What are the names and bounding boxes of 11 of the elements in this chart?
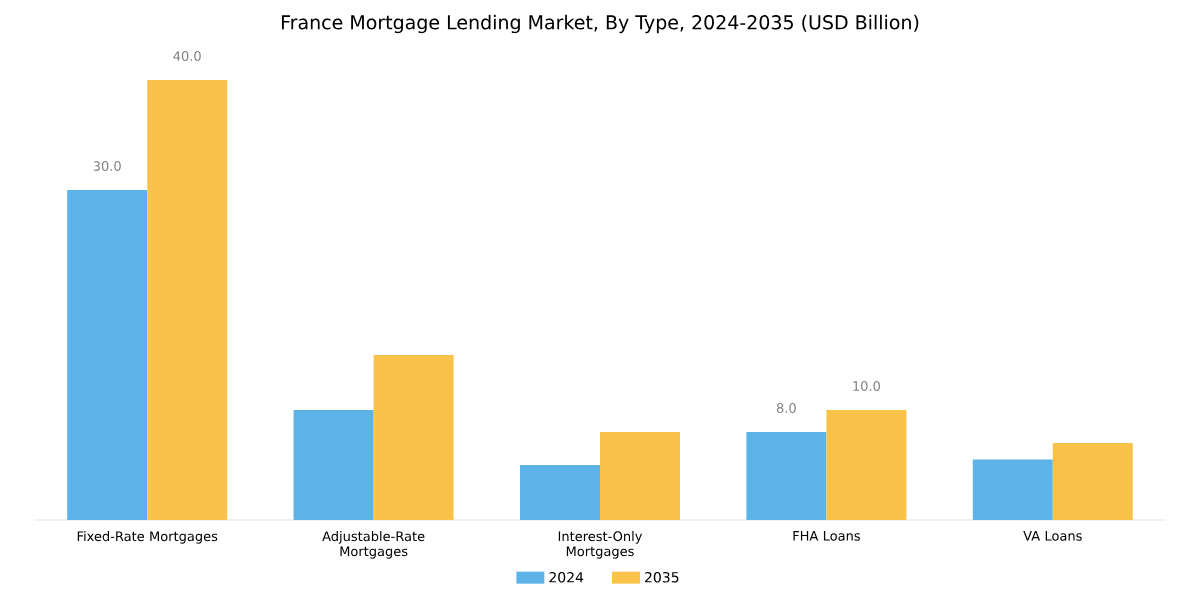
bar [520, 465, 600, 520]
bar [147, 79, 228, 520]
bar [1052, 443, 1133, 520]
chart-title: France Mortgage Lending Market, By Type, 2024-2035 (USD Billion) [281, 14, 919, 34]
bar [67, 190, 148, 520]
bar [293, 410, 374, 520]
bar [600, 432, 680, 520]
bar [826, 410, 907, 520]
bar [746, 432, 827, 520]
bar [373, 355, 454, 520]
bar [972, 459, 1053, 520]
